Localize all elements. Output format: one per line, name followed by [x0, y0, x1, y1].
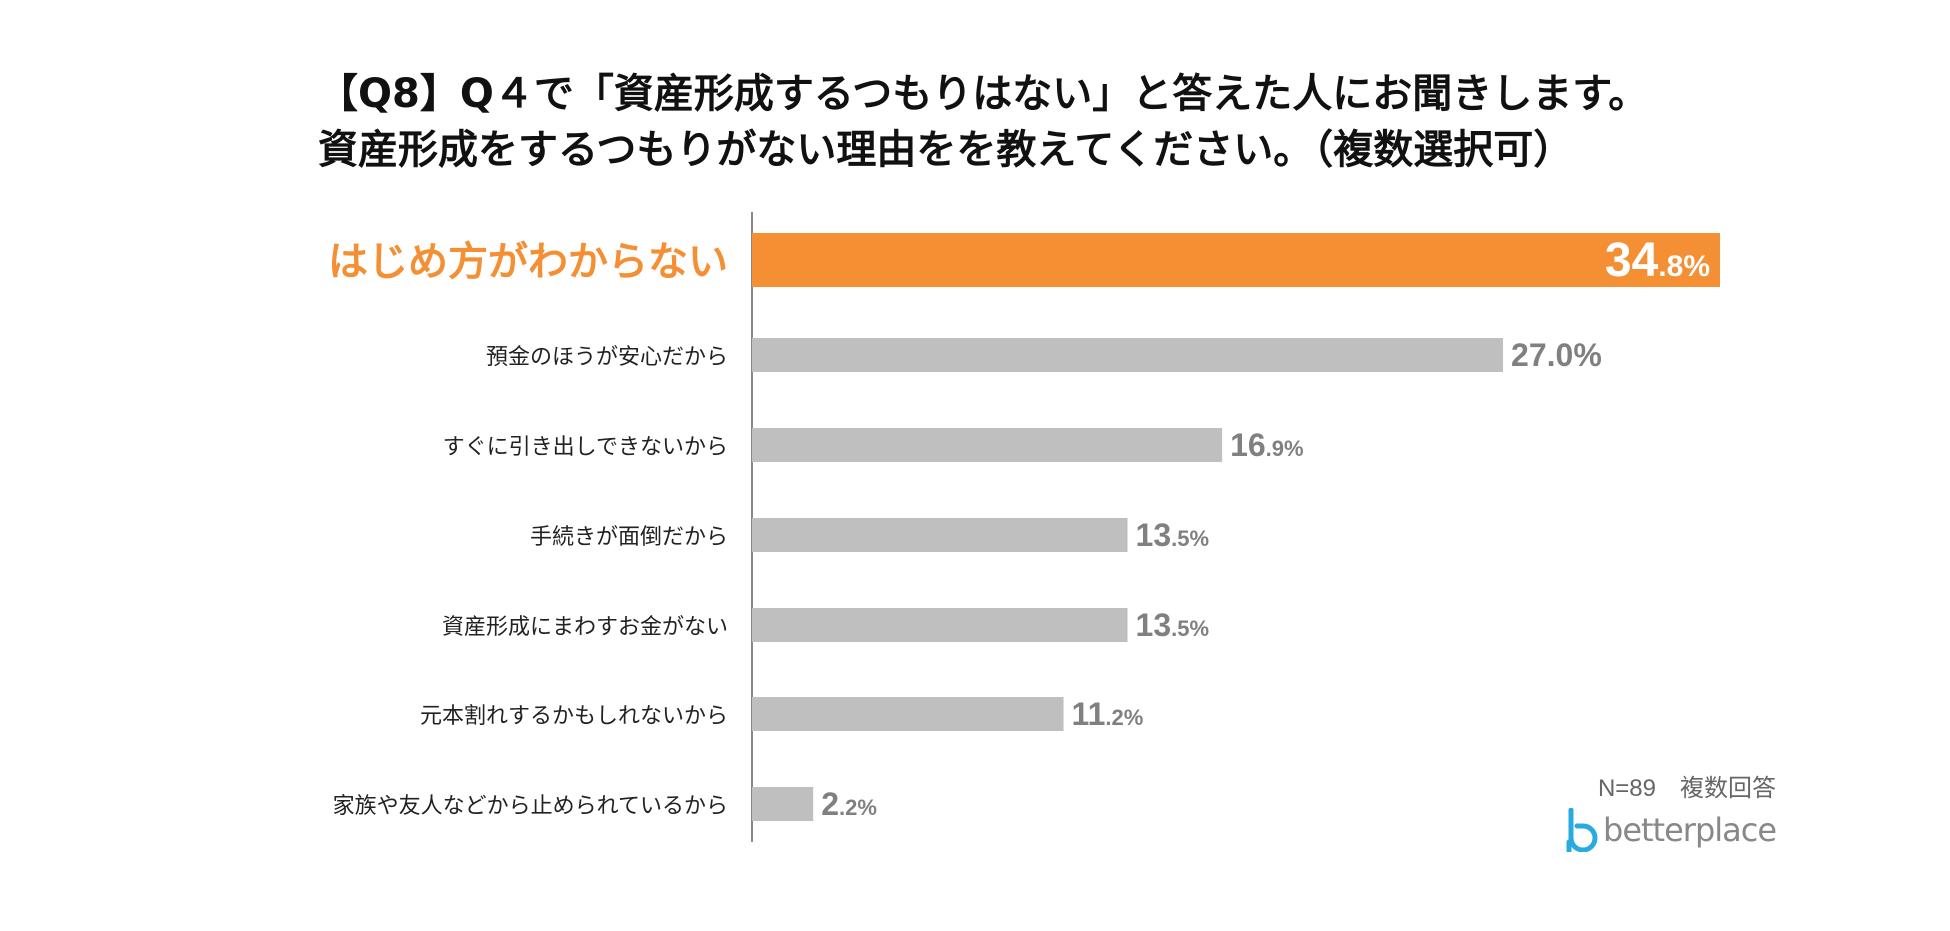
category-label-4: 資産形成にまわすお金がない [442, 615, 728, 640]
bar-3 [752, 518, 1128, 552]
value-label-int-5: 11 [1072, 696, 1106, 732]
value-label-2: 16.9% [1230, 427, 1304, 463]
value-label-int-6: 2 [821, 786, 839, 822]
value-label-0: 34.8% [1605, 234, 1710, 287]
value-label-4: 13.5% [1136, 607, 1210, 643]
value-label-dec-0: .8% [1658, 250, 1710, 283]
category-label-6: 家族や友人などから止められているから [333, 794, 728, 819]
value-label-dec-5: .2% [1105, 705, 1143, 730]
bar-2 [752, 428, 1223, 462]
value-label-int-1: 27.0% [1511, 337, 1602, 373]
brand-logo: betterplace [1565, 808, 1777, 852]
value-label-dec-2: .9% [1266, 436, 1304, 461]
value-label-int-4: 13 [1136, 607, 1172, 643]
category-label-5: 元本割れするかもしれないから [420, 704, 728, 729]
chart-title: 【Q8】Q４で「資産形成するつもりはない」と答えた人にお聞きします。 資産形成を… [318, 66, 1648, 178]
betterplace-logo-icon [1566, 808, 1598, 852]
value-label-dec-3: .5% [1171, 526, 1209, 551]
value-label-5: 11.2% [1072, 696, 1144, 732]
bar-0 [752, 233, 1720, 287]
value-label-dec-4: .5% [1171, 616, 1209, 641]
value-label-1: 27.0% [1511, 337, 1602, 373]
value-label-3: 13.5% [1136, 517, 1210, 553]
bar-6 [752, 787, 814, 821]
category-label-2: すぐに引き出しできないから [443, 435, 728, 460]
value-label-int-0: 34 [1605, 234, 1659, 287]
category-label-1: 預金のほうが安心だから [486, 345, 728, 370]
sample-size-note: N=89 複数回答 [1597, 775, 1776, 802]
bar-5 [752, 697, 1064, 731]
chart-title-line-1: 【Q8】Q４で「資産形成するつもりはない」と答えた人にお聞きします。 [318, 71, 1649, 117]
bar-4 [752, 608, 1128, 642]
category-label-3: 手続きが面倒だから [530, 525, 728, 550]
value-label-int-2: 16 [1230, 427, 1266, 463]
value-label-dec-6: .2% [839, 795, 877, 820]
value-label-6: 2.2% [821, 786, 877, 822]
logo-text: betterplace [1603, 811, 1777, 849]
value-label-int-3: 13 [1136, 517, 1172, 553]
chart-title-line-2: 資産形成をするつもりがない理由をを教えてください。（複数選択可） [318, 127, 1574, 173]
bar-1 [752, 338, 1504, 372]
category-label-0: はじめ方がわからない [328, 239, 728, 285]
